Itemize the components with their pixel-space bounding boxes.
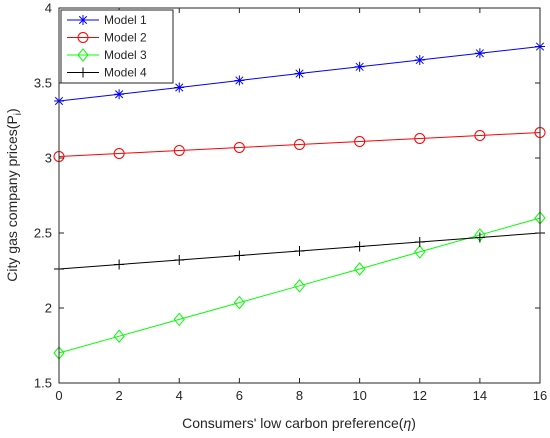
series-model-4-point bbox=[474, 232, 485, 243]
series-model-2-point bbox=[113, 148, 125, 159]
series-model-1-point bbox=[114, 89, 125, 100]
y-tick-label: 4 bbox=[45, 1, 52, 16]
legend-box bbox=[60, 9, 174, 84]
y-tick-label: 1.5 bbox=[34, 376, 52, 391]
y-tick-label: 2 bbox=[45, 301, 52, 316]
series-model-4-point bbox=[114, 259, 125, 270]
series-model-2 bbox=[53, 127, 546, 162]
legend-model-1: Model 1 bbox=[67, 13, 147, 27]
x-tick-label: 8 bbox=[296, 388, 303, 403]
x-ticks: 0 2 4 6 8 10 12 14 16 bbox=[55, 8, 547, 403]
legend-model-1-label: Model 1 bbox=[104, 13, 147, 27]
legend-model-2: Model 2 bbox=[67, 31, 147, 45]
series-model-4-point bbox=[174, 255, 185, 265]
legend-model-3-label: Model 3 bbox=[104, 48, 147, 62]
series-model-2-point bbox=[474, 130, 486, 141]
x-tick-label: 4 bbox=[176, 388, 183, 403]
legend: Model 1 Model 2 Model 3 Model 4 bbox=[60, 9, 174, 84]
legend-model-4: Model 4 bbox=[67, 66, 147, 80]
legend-model-2-point bbox=[77, 32, 89, 43]
series-model-3-point bbox=[293, 279, 306, 293]
series-model-2-point bbox=[414, 133, 426, 144]
series-model-1-point bbox=[354, 61, 365, 72]
series-model-4 bbox=[54, 228, 545, 274]
series-model-2-point bbox=[173, 145, 185, 156]
series-model-3-line bbox=[58, 217, 541, 354]
series-model-1-point bbox=[474, 48, 485, 59]
x-tick-label: 14 bbox=[473, 388, 487, 403]
x-tick-label: 0 bbox=[55, 388, 62, 403]
series-model-3-point bbox=[233, 295, 246, 310]
series-model-2-point bbox=[294, 139, 305, 150]
x-axis-label: Consumers' low carbon preference(η) bbox=[182, 415, 416, 431]
legend-model-4-point bbox=[78, 67, 88, 78]
series-model-1-point bbox=[234, 75, 245, 86]
y-tick-label: 2.5 bbox=[34, 226, 52, 241]
x-tick-label: 6 bbox=[236, 388, 243, 403]
series-model-4-point bbox=[354, 241, 365, 252]
y-ticks: 1.5 2 2.5 3 3.5 4 bbox=[34, 1, 540, 391]
series-model-1-point bbox=[294, 68, 305, 79]
series-model-3 bbox=[53, 211, 546, 360]
series-model-3-point bbox=[353, 262, 366, 276]
y-tick-label: 3.5 bbox=[34, 76, 52, 91]
series-model-2-line bbox=[58, 132, 541, 157]
series-model-4-point bbox=[414, 237, 425, 247]
series-model-4-point bbox=[234, 250, 245, 261]
x-tick-label: 10 bbox=[352, 388, 366, 403]
series-layer bbox=[53, 41, 546, 360]
series-model-4-point bbox=[294, 246, 305, 256]
legend-model-3: Model 3 bbox=[67, 48, 147, 62]
series-model-2-point bbox=[233, 142, 245, 153]
x-tick-label: 16 bbox=[533, 388, 547, 403]
legend-model-3-point bbox=[77, 48, 89, 62]
series-model-2-point bbox=[354, 136, 366, 147]
y-axis-label: City gas company prices(Pi) bbox=[4, 108, 24, 281]
legend-model-1-point bbox=[78, 15, 88, 25]
series-model-1-point bbox=[414, 55, 425, 66]
series-model-3-point bbox=[414, 245, 426, 259]
x-tick-label: 12 bbox=[413, 388, 427, 403]
legend-model-4-label: Model 4 bbox=[104, 66, 147, 80]
legend-model-2-label: Model 2 bbox=[104, 31, 147, 45]
x-tick-label: 2 bbox=[116, 388, 123, 403]
series-model-3-point bbox=[113, 329, 125, 343]
y-tick-label: 3 bbox=[45, 151, 52, 166]
series-model-3-point bbox=[173, 312, 185, 327]
series-model-1-point bbox=[174, 82, 185, 93]
